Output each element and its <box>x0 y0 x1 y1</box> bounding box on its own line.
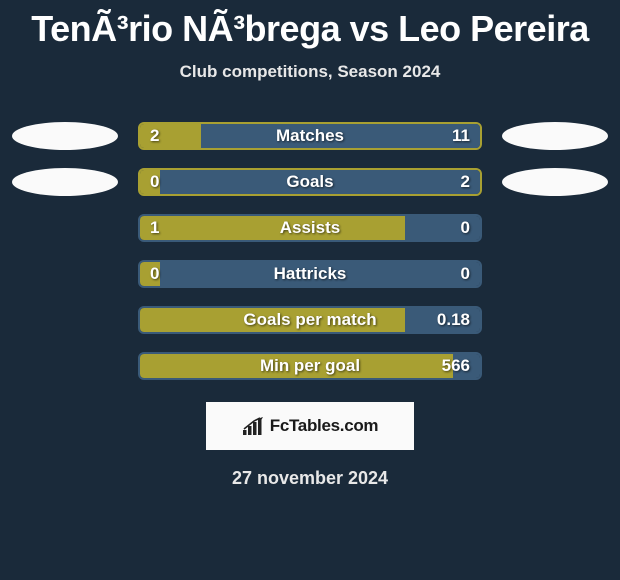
footer-brand-text: FcTables.com <box>270 416 379 436</box>
stat-bar-left-segment <box>140 308 405 332</box>
stat-bar-right-segment <box>405 308 480 332</box>
stat-bar-left-segment <box>140 124 201 148</box>
club-spacer <box>502 260 608 288</box>
stat-bar-left-segment <box>140 170 160 194</box>
comparison-row: 02Goals <box>0 168 620 196</box>
stat-bar-right-segment <box>201 124 480 148</box>
club-badge-right <box>502 168 608 196</box>
club-badge-right <box>502 122 608 150</box>
comparison-row: 0.18Goals per match <box>0 306 620 334</box>
club-spacer <box>502 306 608 334</box>
club-spacer <box>12 214 118 242</box>
stat-bar: 02Goals <box>138 168 482 196</box>
comparison-rows: 211Matches 02Goals 10Assists 00Hattricks 0.1… <box>0 122 620 380</box>
stat-bar-right-segment <box>453 354 480 378</box>
stat-bar-left-segment <box>140 216 405 240</box>
comparison-row: 566Min per goal <box>0 352 620 380</box>
stat-bar: 10Assists <box>138 214 482 242</box>
comparison-row: 10Assists <box>0 214 620 242</box>
club-badge-left <box>12 122 118 150</box>
stat-bar-right-segment <box>160 170 480 194</box>
stat-bar-right-segment <box>160 262 480 286</box>
footer-brand-badge: FcTables.com <box>206 402 414 450</box>
club-spacer <box>12 352 118 380</box>
stat-bar-left-segment <box>140 262 160 286</box>
comparison-infographic: TenÃ³rio NÃ³brega vs Leo Pereira Club co… <box>0 0 620 489</box>
stat-bar-right-segment <box>405 216 480 240</box>
comparison-row: 211Matches <box>0 122 620 150</box>
stat-bar: 566Min per goal <box>138 352 482 380</box>
stat-bar: 0.18Goals per match <box>138 306 482 334</box>
date-text: 27 november 2024 <box>0 468 620 489</box>
club-spacer <box>502 352 608 380</box>
fctables-logo-icon <box>242 416 264 436</box>
club-badge-left <box>12 168 118 196</box>
stat-bar: 211Matches <box>138 122 482 150</box>
page-title: TenÃ³rio NÃ³brega vs Leo Pereira <box>0 8 620 50</box>
stat-bar: 00Hattricks <box>138 260 482 288</box>
subtitle: Club competitions, Season 2024 <box>0 62 620 82</box>
club-spacer <box>12 260 118 288</box>
stat-bar-left-segment <box>140 354 453 378</box>
club-spacer <box>12 306 118 334</box>
club-spacer <box>502 214 608 242</box>
comparison-row: 00Hattricks <box>0 260 620 288</box>
